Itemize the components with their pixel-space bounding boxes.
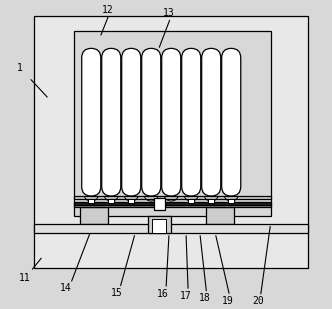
Bar xyxy=(34,16,307,268)
Text: 11: 11 xyxy=(19,273,30,282)
Text: 1: 1 xyxy=(17,63,23,73)
Bar xyxy=(189,199,194,203)
FancyBboxPatch shape xyxy=(122,49,141,196)
Bar xyxy=(34,224,307,233)
Bar xyxy=(74,32,271,216)
Bar xyxy=(152,219,166,233)
Bar xyxy=(228,199,234,203)
Text: 14: 14 xyxy=(60,283,72,293)
Text: 13: 13 xyxy=(163,8,175,18)
Text: 17: 17 xyxy=(180,291,192,301)
Bar xyxy=(206,207,234,224)
Bar xyxy=(128,199,134,203)
Bar xyxy=(154,197,165,210)
Bar xyxy=(89,199,94,203)
Bar xyxy=(74,205,271,207)
Text: 20: 20 xyxy=(252,296,264,306)
Bar xyxy=(147,216,171,233)
Bar xyxy=(208,199,214,203)
Bar xyxy=(159,199,165,203)
Text: 18: 18 xyxy=(199,293,210,303)
Bar xyxy=(80,207,108,224)
Bar xyxy=(74,196,271,199)
FancyBboxPatch shape xyxy=(102,49,121,196)
Bar xyxy=(109,199,114,203)
FancyBboxPatch shape xyxy=(162,49,181,196)
FancyBboxPatch shape xyxy=(182,49,201,196)
Text: 15: 15 xyxy=(111,288,123,298)
FancyBboxPatch shape xyxy=(82,49,101,196)
FancyBboxPatch shape xyxy=(142,49,161,196)
Text: 16: 16 xyxy=(157,289,169,298)
FancyBboxPatch shape xyxy=(222,49,241,196)
Bar xyxy=(74,202,271,205)
Text: 19: 19 xyxy=(222,296,233,306)
Text: 12: 12 xyxy=(102,5,114,15)
FancyBboxPatch shape xyxy=(202,49,221,196)
